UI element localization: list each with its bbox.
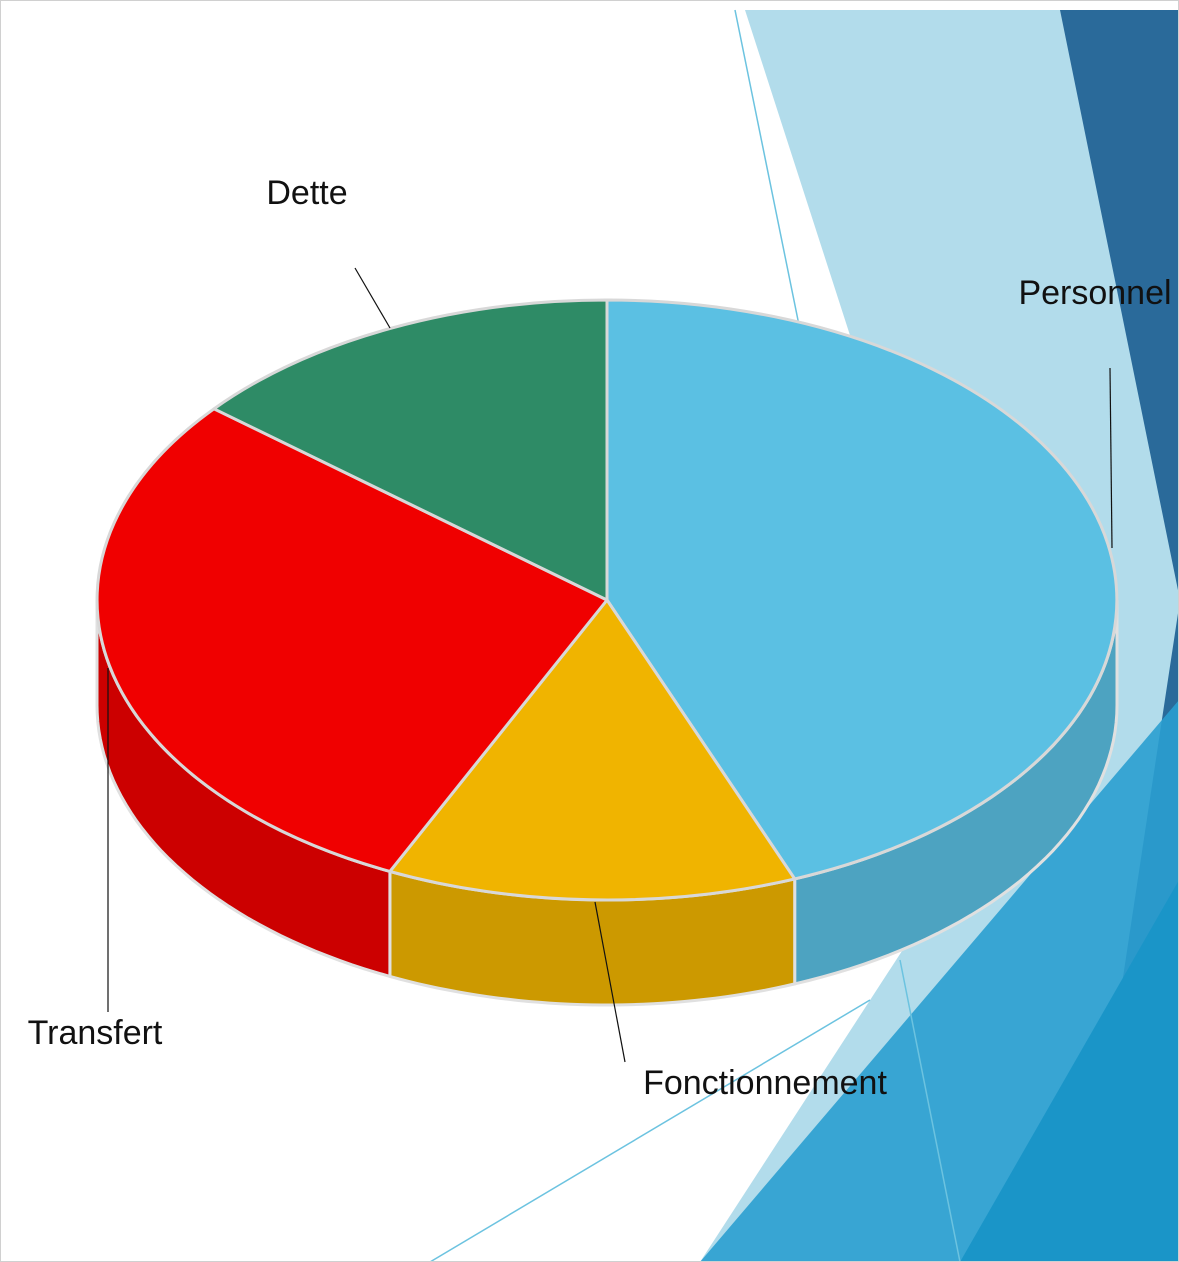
slice-label: Personnel: [1018, 274, 1171, 312]
slice-label: Fonctionnement: [643, 1064, 887, 1102]
slice: [605, 298, 1119, 881]
leader-lines: [107, 267, 1113, 1063]
slice: [212, 298, 609, 602]
pie: [95, 298, 1119, 1007]
slice-label: Dette: [266, 174, 347, 212]
slice: [95, 407, 609, 873]
slice-label: Transfert: [28, 1014, 163, 1052]
slice: [388, 598, 797, 902]
